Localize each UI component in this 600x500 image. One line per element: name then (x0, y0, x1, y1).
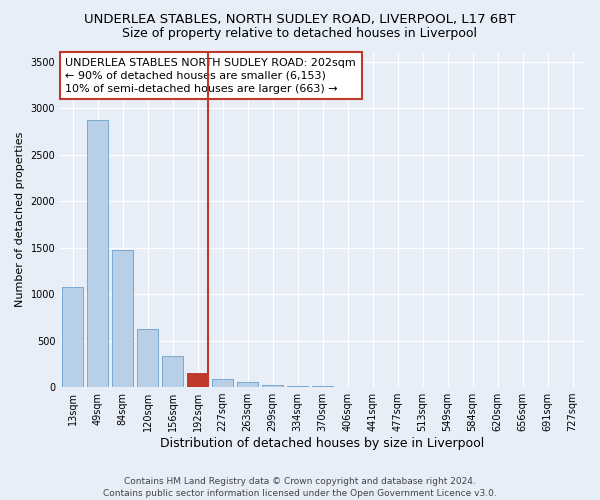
Y-axis label: Number of detached properties: Number of detached properties (15, 132, 25, 308)
Bar (287, 386, 308, 387)
Text: Contains HM Land Registry data © Crown copyright and database right 2024.
Contai: Contains HM Land Registry data © Crown c… (103, 476, 497, 498)
Text: UNDERLEA STABLES NORTH SUDLEY ROAD: 202sqm
← 90% of detached houses are smaller : UNDERLEA STABLES NORTH SUDLEY ROAD: 202s… (65, 58, 356, 94)
Bar (137, 330, 158, 387)
Bar (212, 378, 233, 387)
Bar (87, 120, 108, 387)
Bar (237, 382, 258, 387)
Bar (187, 373, 208, 387)
Bar (312, 386, 333, 387)
Bar (187, 373, 208, 387)
Bar (162, 356, 183, 387)
Bar (112, 250, 133, 387)
Bar (262, 385, 283, 387)
Text: UNDERLEA STABLES, NORTH SUDLEY ROAD, LIVERPOOL, L17 6BT: UNDERLEA STABLES, NORTH SUDLEY ROAD, LIV… (84, 12, 516, 26)
Bar (62, 286, 83, 387)
X-axis label: Distribution of detached houses by size in Liverpool: Distribution of detached houses by size … (160, 437, 485, 450)
Text: Size of property relative to detached houses in Liverpool: Size of property relative to detached ho… (122, 28, 478, 40)
